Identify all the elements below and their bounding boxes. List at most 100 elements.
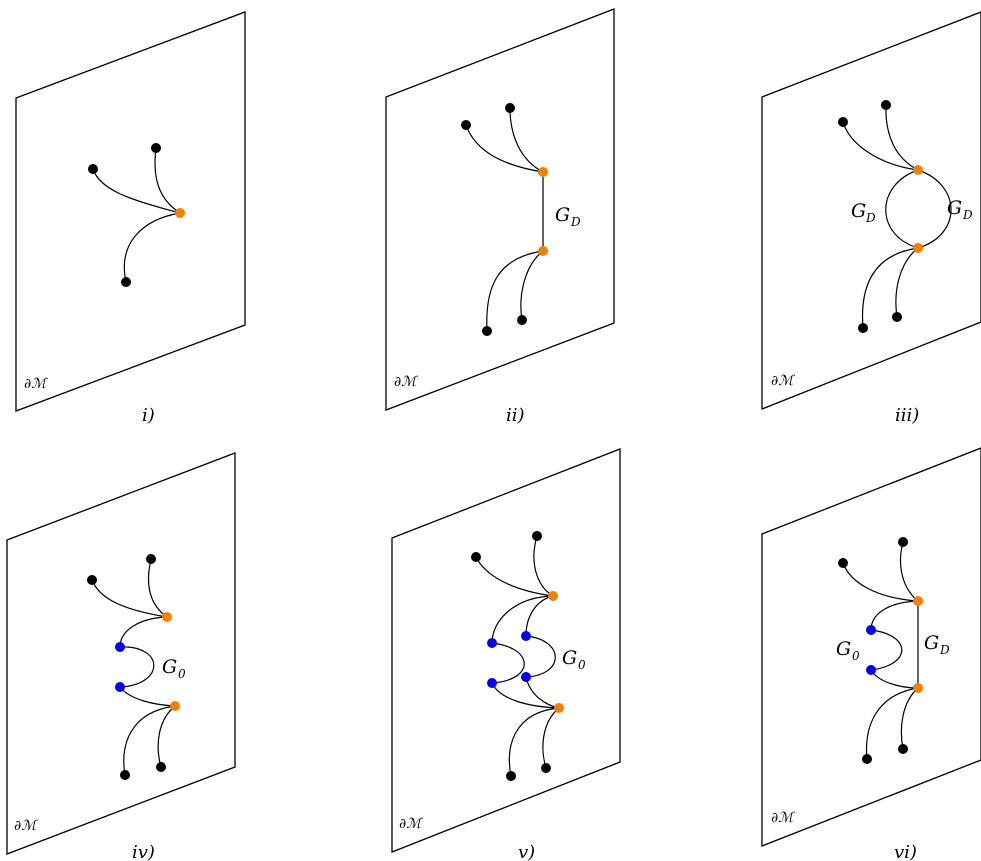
external-point-v-3 bbox=[506, 771, 516, 781]
bulk-loop-v-1 bbox=[491, 642, 525, 684]
propagator-label-iii-left-symbol: G bbox=[851, 200, 866, 222]
bulk-vertex-v-1 bbox=[487, 638, 497, 648]
bulk-loop-vi bbox=[870, 629, 903, 671]
panel-v: G 0 ∂ℳ v) bbox=[391, 448, 621, 861]
bulk-propagator-iv-2 bbox=[119, 686, 176, 707]
propagator-i-2 bbox=[154, 147, 181, 214]
bulk-vertex-iv-1 bbox=[115, 642, 125, 652]
interaction-vertex-iv-top bbox=[162, 612, 172, 622]
propagator-i-3 bbox=[123, 212, 181, 283]
external-point-v-2 bbox=[532, 531, 542, 541]
panel-label-vi: vi) bbox=[894, 842, 917, 861]
bulk-propagator-v-4 bbox=[525, 676, 560, 709]
bulk-vertex-iv-2 bbox=[115, 682, 125, 692]
propagator-v-3 bbox=[508, 707, 560, 777]
panel-label-iv: iv) bbox=[132, 842, 155, 861]
propagator-label-iii-left-sub: D bbox=[865, 211, 876, 225]
propagator-label-ii-sub: D bbox=[570, 215, 581, 229]
propagator-vi-2 bbox=[900, 541, 919, 602]
propagator-v-1 bbox=[475, 556, 554, 597]
external-point-iii-1 bbox=[838, 117, 848, 127]
bulk-propagator-iv-1 bbox=[119, 616, 168, 648]
propagator-i-1 bbox=[92, 168, 181, 214]
propagator-v-2 bbox=[533, 535, 554, 597]
propagator-ii-2 bbox=[509, 107, 544, 173]
external-point-vi-2 bbox=[898, 537, 908, 547]
propagator-label-vi-right-sub: D bbox=[939, 643, 950, 657]
propagator-label-vi-right-symbol: G bbox=[924, 632, 939, 654]
external-point-ii-2 bbox=[505, 103, 515, 113]
panel-label-ii: ii) bbox=[506, 405, 525, 426]
propagator-iv-3 bbox=[123, 705, 176, 776]
interaction-vertex-v-bottom bbox=[554, 703, 564, 713]
bulk-loop-v-2 bbox=[525, 635, 556, 678]
propagator-label-vi-left: G 0 bbox=[836, 638, 860, 663]
interaction-vertex-i bbox=[175, 208, 185, 218]
external-point-vi-3 bbox=[862, 754, 872, 764]
bulk-propagator-vi-2 bbox=[870, 669, 919, 689]
panel-label-iii: iii) bbox=[895, 405, 919, 426]
boundary-label-iv: ∂ℳ bbox=[14, 818, 38, 834]
external-point-vi-4 bbox=[898, 744, 908, 754]
propagator-vi-3 bbox=[865, 687, 919, 760]
panel-iii: G D G D ∂ℳ iii) bbox=[761, 11, 981, 426]
interaction-vertex-vi-bottom bbox=[913, 683, 923, 693]
propagator-vi-1 bbox=[842, 562, 919, 602]
panel-i: ∂ℳ i) bbox=[15, 11, 246, 426]
bulk-loop-iv bbox=[119, 646, 155, 688]
interaction-vertex-iii-bottom bbox=[913, 243, 923, 253]
bulk-vertex-v-4 bbox=[521, 672, 531, 682]
propagator-iv-4 bbox=[157, 705, 176, 768]
bulk-propagator-v-2 bbox=[525, 595, 554, 637]
bulk-propagator-v-3 bbox=[491, 682, 560, 709]
propagator-iii-1 bbox=[842, 121, 919, 171]
external-point-iii-3 bbox=[858, 323, 868, 333]
propagator-vi-4 bbox=[900, 687, 919, 750]
interaction-vertex-ii-bottom bbox=[538, 246, 548, 256]
external-point-ii-4 bbox=[517, 315, 527, 325]
external-point-vi-1 bbox=[838, 558, 848, 568]
panel-label-v: v) bbox=[518, 842, 535, 861]
boundary-plane-iii bbox=[761, 11, 981, 410]
boundary-label-vi: ∂ℳ bbox=[771, 810, 795, 826]
boundary-plane-i bbox=[15, 11, 246, 412]
propagator-label-iii-right-sub: D bbox=[962, 208, 973, 222]
bulk-vertex-v-3 bbox=[487, 678, 497, 688]
boundary-plane-v bbox=[391, 448, 621, 853]
propagator-iii-3 bbox=[861, 247, 919, 329]
panel-iv: G 0 ∂ℳ iv) bbox=[6, 452, 236, 861]
propagator-ii-3 bbox=[486, 250, 544, 332]
bulk-propagator-v-1 bbox=[491, 595, 554, 644]
external-point-i-2 bbox=[151, 143, 161, 153]
propagator-label-iii-left: G D bbox=[851, 200, 876, 225]
propagator-label-v-sub: 0 bbox=[578, 658, 586, 672]
propagator-ii-1 bbox=[465, 124, 544, 173]
propagator-label-vi-left-symbol: G bbox=[836, 638, 851, 660]
bulk-vertex-vi-1 bbox=[866, 625, 876, 635]
propagator-iv-2 bbox=[148, 558, 168, 618]
interaction-vertex-iv-bottom bbox=[170, 701, 180, 711]
external-point-iv-3 bbox=[120, 770, 130, 780]
external-point-iv-1 bbox=[87, 575, 97, 585]
propagator-label-v: G 0 bbox=[562, 647, 586, 672]
interaction-vertex-vi-top bbox=[913, 596, 923, 606]
propagator-iv-1 bbox=[91, 579, 168, 618]
propagator-label-ii: G D bbox=[555, 204, 581, 229]
interaction-vertex-v-top bbox=[548, 591, 558, 601]
propagator-label-vi-left-sub: 0 bbox=[852, 649, 860, 663]
external-point-i-3 bbox=[121, 277, 131, 287]
boundary-label-iii: ∂ℳ bbox=[771, 373, 795, 389]
propagator-label-iii-right-symbol: G bbox=[947, 197, 962, 219]
boundary-plane-vi bbox=[761, 447, 981, 847]
boundary-plane-ii bbox=[385, 8, 615, 411]
external-point-ii-1 bbox=[461, 120, 471, 130]
propagator-label-v-symbol: G bbox=[562, 647, 577, 669]
bulk-loop-iii-right bbox=[917, 169, 952, 249]
boundary-label-v: ∂ℳ bbox=[399, 816, 423, 832]
boundary-label-i: ∂ℳ bbox=[24, 376, 48, 392]
panel-ii: G D ∂ℳ ii) bbox=[385, 8, 615, 426]
interaction-vertex-ii-top bbox=[538, 167, 548, 177]
propagator-v-4 bbox=[542, 707, 560, 769]
external-point-ii-3 bbox=[482, 326, 492, 336]
